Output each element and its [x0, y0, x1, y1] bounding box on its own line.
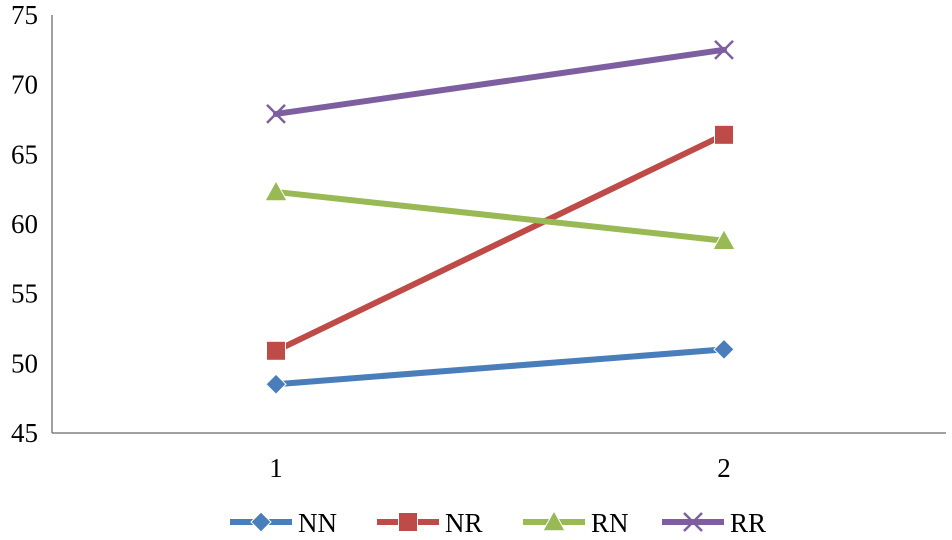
legend-item-rn: RN [523, 508, 629, 538]
legend-marker-nr [398, 512, 418, 532]
legend-marker-rn [542, 509, 566, 532]
legend-label-nn: NN [298, 508, 337, 538]
x-tick-label: 2 [717, 453, 731, 483]
data-point-rn [264, 179, 288, 202]
data-point-nn [713, 338, 735, 361]
legend-marker-nn [250, 511, 272, 533]
series-nn [265, 338, 735, 395]
data-point-rr [714, 39, 734, 60]
data-point-nn [265, 373, 287, 395]
y-tick-label: 50 [11, 348, 38, 378]
series-line-rr [273, 46, 727, 117]
y-tick-label: 55 [11, 279, 38, 309]
legend-label-rr: RR [730, 508, 766, 538]
data-point-rr [266, 104, 286, 124]
series-line-rn [273, 188, 727, 244]
series-line-nn [273, 346, 727, 388]
legend-item-nr: NR [377, 508, 483, 538]
series-line-nr [273, 131, 727, 354]
series-rn [264, 179, 736, 251]
series-rr [266, 39, 734, 124]
y-tick-label: 45 [11, 418, 38, 448]
legend-label-nr: NR [445, 508, 483, 538]
legend-marker-rr [683, 512, 703, 532]
legend: NN NR RN RR [230, 508, 766, 538]
x-tick-label: 1 [269, 453, 283, 483]
series-group [264, 39, 736, 395]
y-tick-label: 60 [11, 209, 38, 239]
data-point-nr [266, 340, 286, 361]
y-tick-group: 45 50 55 60 65 70 75 [11, 0, 38, 448]
data-point-rn [712, 228, 736, 251]
series-nr [266, 124, 734, 361]
data-point-nr [714, 124, 734, 145]
y-tick-label: 70 [11, 70, 38, 100]
y-tick-label: 65 [11, 139, 38, 169]
legend-item-nn: NN [230, 508, 337, 538]
y-tick-label: 75 [11, 0, 38, 30]
legend-label-rn: RN [591, 508, 629, 538]
legend-item-rr: RR [662, 508, 766, 538]
